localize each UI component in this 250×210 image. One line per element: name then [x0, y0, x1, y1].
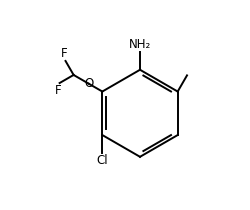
Text: NH₂: NH₂	[128, 38, 150, 51]
Text: F: F	[55, 84, 62, 97]
Text: Cl: Cl	[96, 154, 108, 167]
Text: F: F	[61, 47, 68, 60]
Text: O: O	[84, 77, 93, 90]
